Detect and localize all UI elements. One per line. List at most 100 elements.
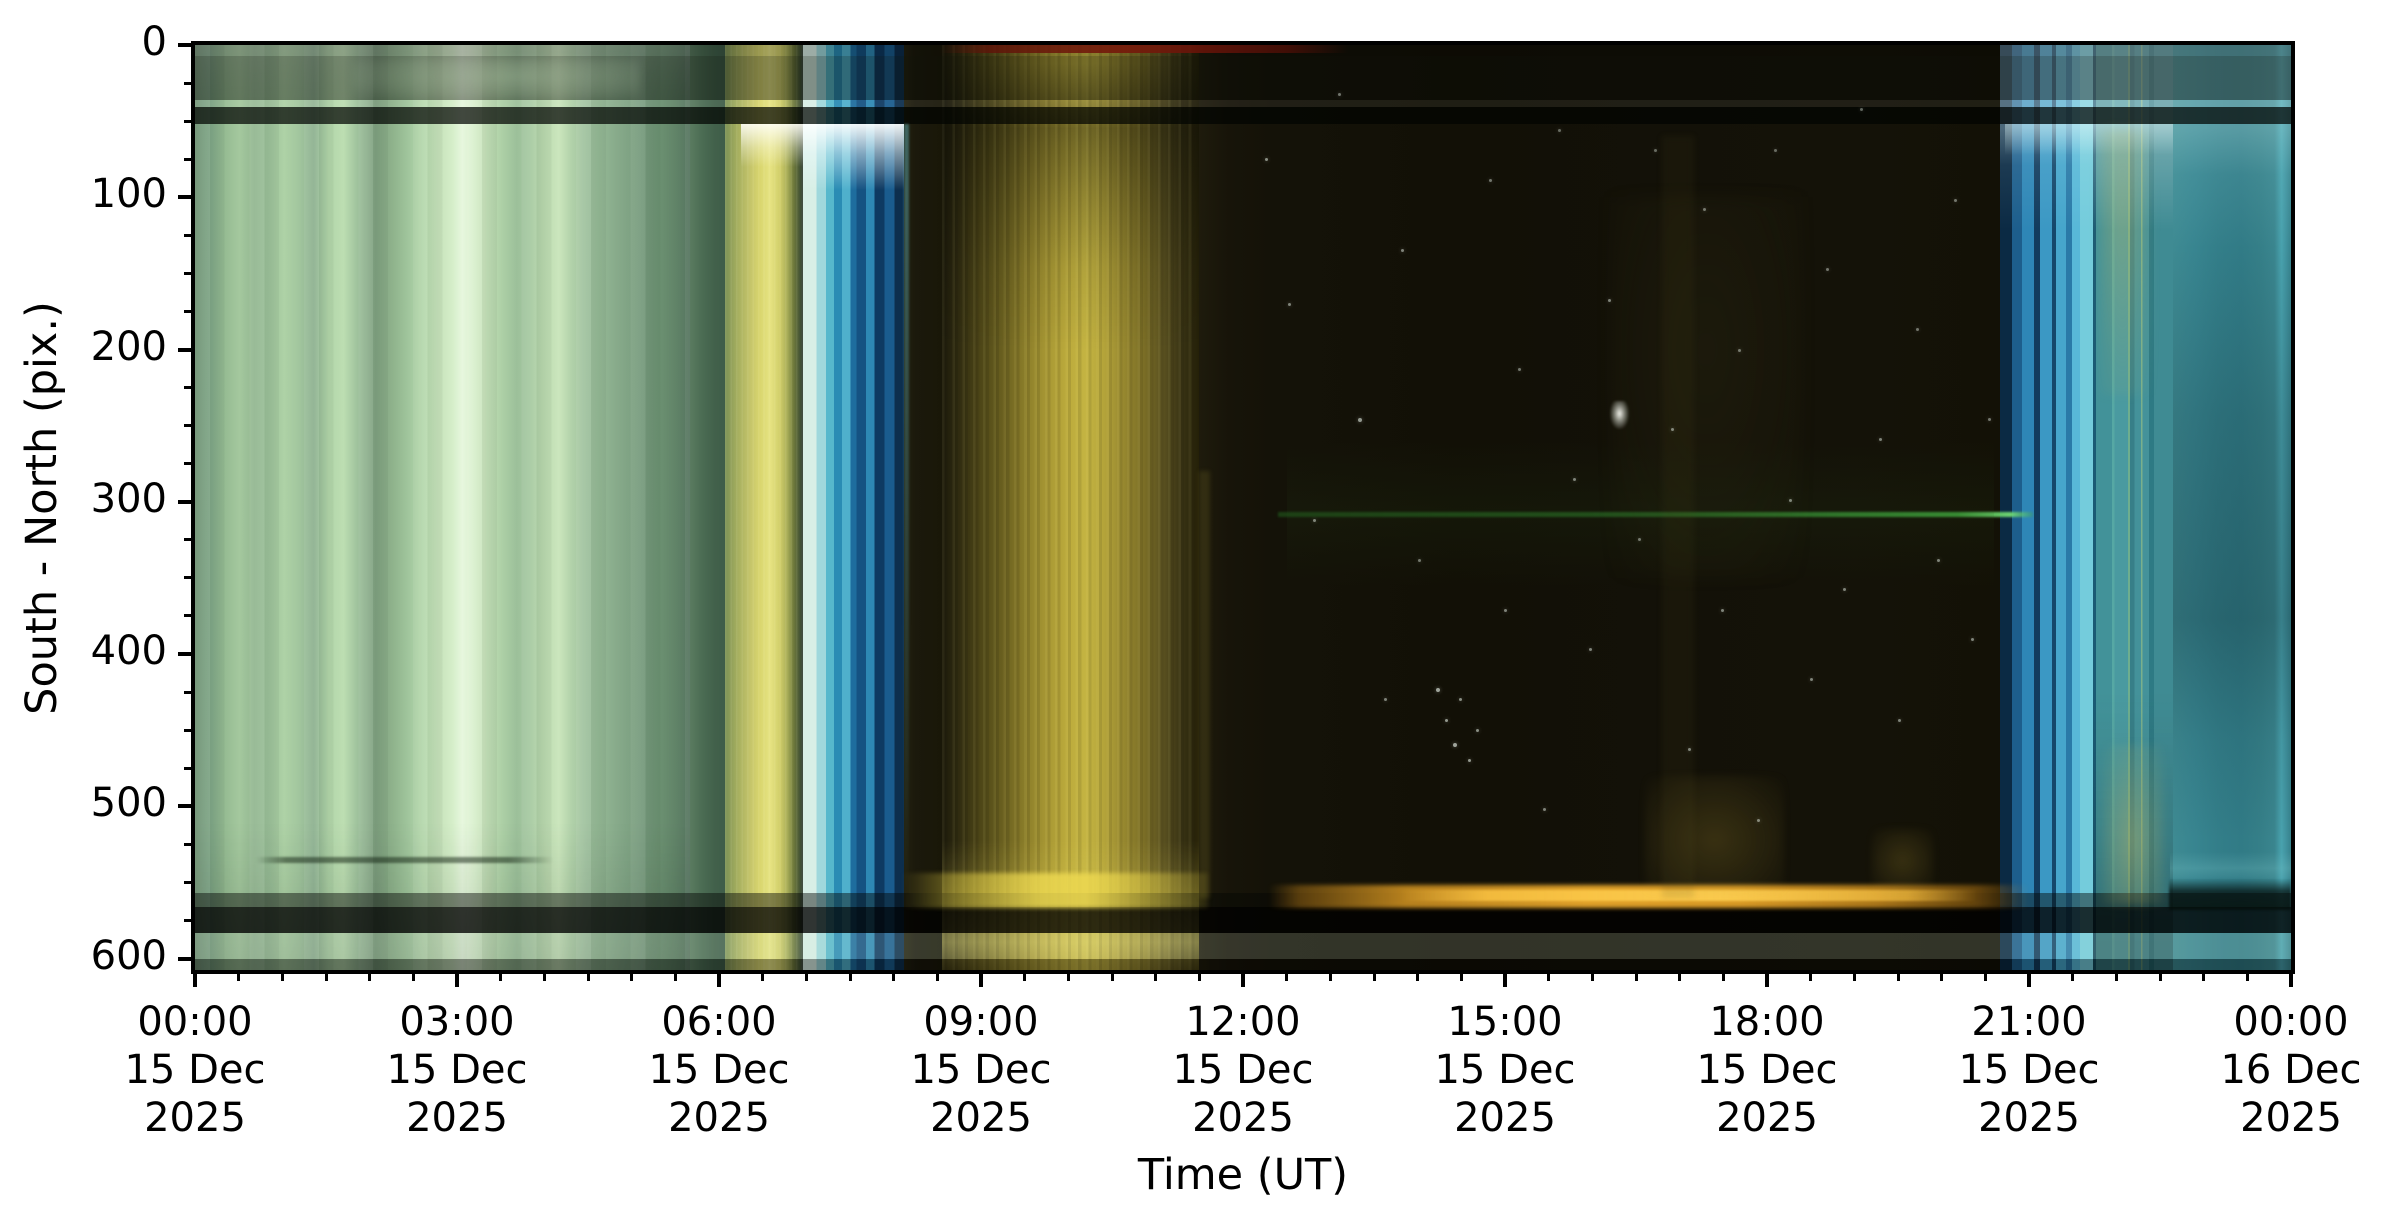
feature-white-top-evening-blue	[2004, 124, 2174, 155]
y-minor-tick	[184, 880, 191, 884]
x-tick-label: 21:00 15 Dec 2025	[1958, 999, 2100, 1141]
feature-airglow-haze	[1286, 440, 1995, 586]
star	[1897, 718, 1901, 722]
x-minor-tick	[1154, 974, 1158, 981]
y-minor-tick	[184, 728, 191, 732]
x-minor-tick	[892, 974, 896, 981]
y-major-tick	[178, 347, 191, 352]
y-minor-tick	[184, 157, 191, 161]
section-twilight-blue-stripes-morning	[802, 45, 905, 970]
x-minor-tick	[630, 974, 634, 981]
section-dark-green-column	[690, 45, 726, 970]
section-clear-night	[1273, 45, 2001, 970]
feature-horizon-sky-slit	[2170, 851, 2291, 880]
star	[1476, 728, 1480, 732]
x-minor-tick	[237, 974, 241, 981]
x-minor-tick	[1590, 974, 1594, 981]
star	[1608, 298, 1612, 302]
x-tick-label: 18:00 15 Dec 2025	[1696, 999, 1838, 1141]
star	[1358, 417, 1363, 422]
y-major-tick	[178, 499, 191, 504]
band-bottom-edge-dim	[195, 958, 2291, 970]
star	[1788, 498, 1792, 502]
x-minor-tick	[1416, 974, 1420, 981]
section-plume-fadeout	[1199, 45, 1274, 970]
x-minor-tick	[542, 974, 546, 981]
x-major-tick	[717, 974, 721, 987]
star	[1572, 478, 1576, 482]
x-minor-tick	[1110, 974, 1114, 981]
star	[1721, 608, 1725, 612]
star	[1987, 418, 1991, 422]
star	[1452, 743, 1457, 748]
x-major-tick	[979, 974, 983, 987]
y-minor-tick	[184, 81, 191, 85]
band-upper-fiducial-band	[195, 56, 2291, 100]
x-minor-tick	[1066, 974, 1070, 981]
x-tick-label: 03:00 15 Dec 2025	[386, 999, 528, 1141]
feature-fading-yellow-streaks	[1199, 471, 1230, 898]
star	[1916, 328, 1920, 332]
x-tick-label: 00:00 15 Dec 2025	[124, 999, 266, 1141]
keogram-time-sections	[195, 45, 2291, 970]
x-minor-tick	[1547, 974, 1551, 981]
y-tick-label: 0	[141, 19, 167, 65]
star	[1859, 108, 1863, 112]
feature-teal-bottom-yellow-patch	[2103, 745, 2165, 906]
x-minor-tick	[1459, 974, 1463, 981]
x-minor-tick	[761, 974, 765, 981]
x-minor-tick	[368, 974, 372, 981]
star	[1503, 608, 1507, 612]
feature-night-low-wisps	[1644, 775, 1785, 892]
y-tick-label: 500	[90, 780, 167, 827]
star	[1444, 718, 1448, 722]
star	[1543, 808, 1547, 812]
y-minor-tick	[184, 614, 191, 618]
star	[1287, 303, 1291, 307]
star	[1589, 648, 1593, 652]
x-minor-tick	[1940, 974, 1944, 981]
band-lower-light-band	[195, 932, 2291, 959]
feature-thin-dark-line-left	[256, 856, 554, 863]
x-major-tick	[2027, 974, 2031, 987]
star	[1384, 698, 1388, 702]
x-tick-label: 12:00 15 Dec 2025	[1172, 999, 1314, 1141]
feature-horizon-silhouette	[2168, 879, 2291, 910]
section-moonlit-green-clouds	[195, 45, 691, 970]
star	[1654, 148, 1658, 152]
star	[1687, 748, 1691, 752]
star	[1878, 438, 1882, 442]
x-major-tick	[2289, 974, 2293, 987]
star	[1312, 518, 1316, 522]
x-minor-tick	[1023, 974, 1027, 981]
star	[1435, 687, 1440, 692]
feature-red-top-strip	[939, 45, 1348, 54]
band-lower-dark-band	[195, 906, 2291, 933]
star	[1970, 638, 1974, 642]
section-cyan-teal-columns	[2092, 45, 2174, 970]
feature-night-low-wisp-2	[1871, 829, 1933, 892]
y-minor-tick	[184, 690, 191, 694]
x-major-tick	[193, 974, 197, 987]
y-minor-tick	[184, 462, 191, 466]
x-minor-tick	[848, 974, 852, 981]
x-axis-title: Time (UT)	[1137, 1150, 1349, 1200]
y-axis-title: South - North (pix.)	[17, 300, 67, 715]
keogram-sky-features	[195, 45, 2291, 970]
star	[1757, 818, 1761, 822]
star	[1637, 538, 1641, 542]
x-minor-tick	[1197, 974, 1201, 981]
y-minor-tick	[184, 919, 191, 922]
y-minor-tick	[184, 386, 191, 390]
x-minor-tick	[1983, 974, 1987, 981]
x-major-tick	[1765, 974, 1769, 987]
star	[1809, 678, 1813, 682]
x-minor-tick	[2202, 974, 2206, 981]
band-upper-dark-band	[195, 106, 2291, 125]
x-major-tick	[1241, 974, 1245, 987]
y-major-tick	[178, 652, 191, 657]
feature-orange-glow-core	[1400, 890, 1977, 901]
x-tick-label: 06:00 15 Dec 2025	[648, 999, 790, 1141]
feature-green-laser-line	[1277, 511, 2034, 517]
